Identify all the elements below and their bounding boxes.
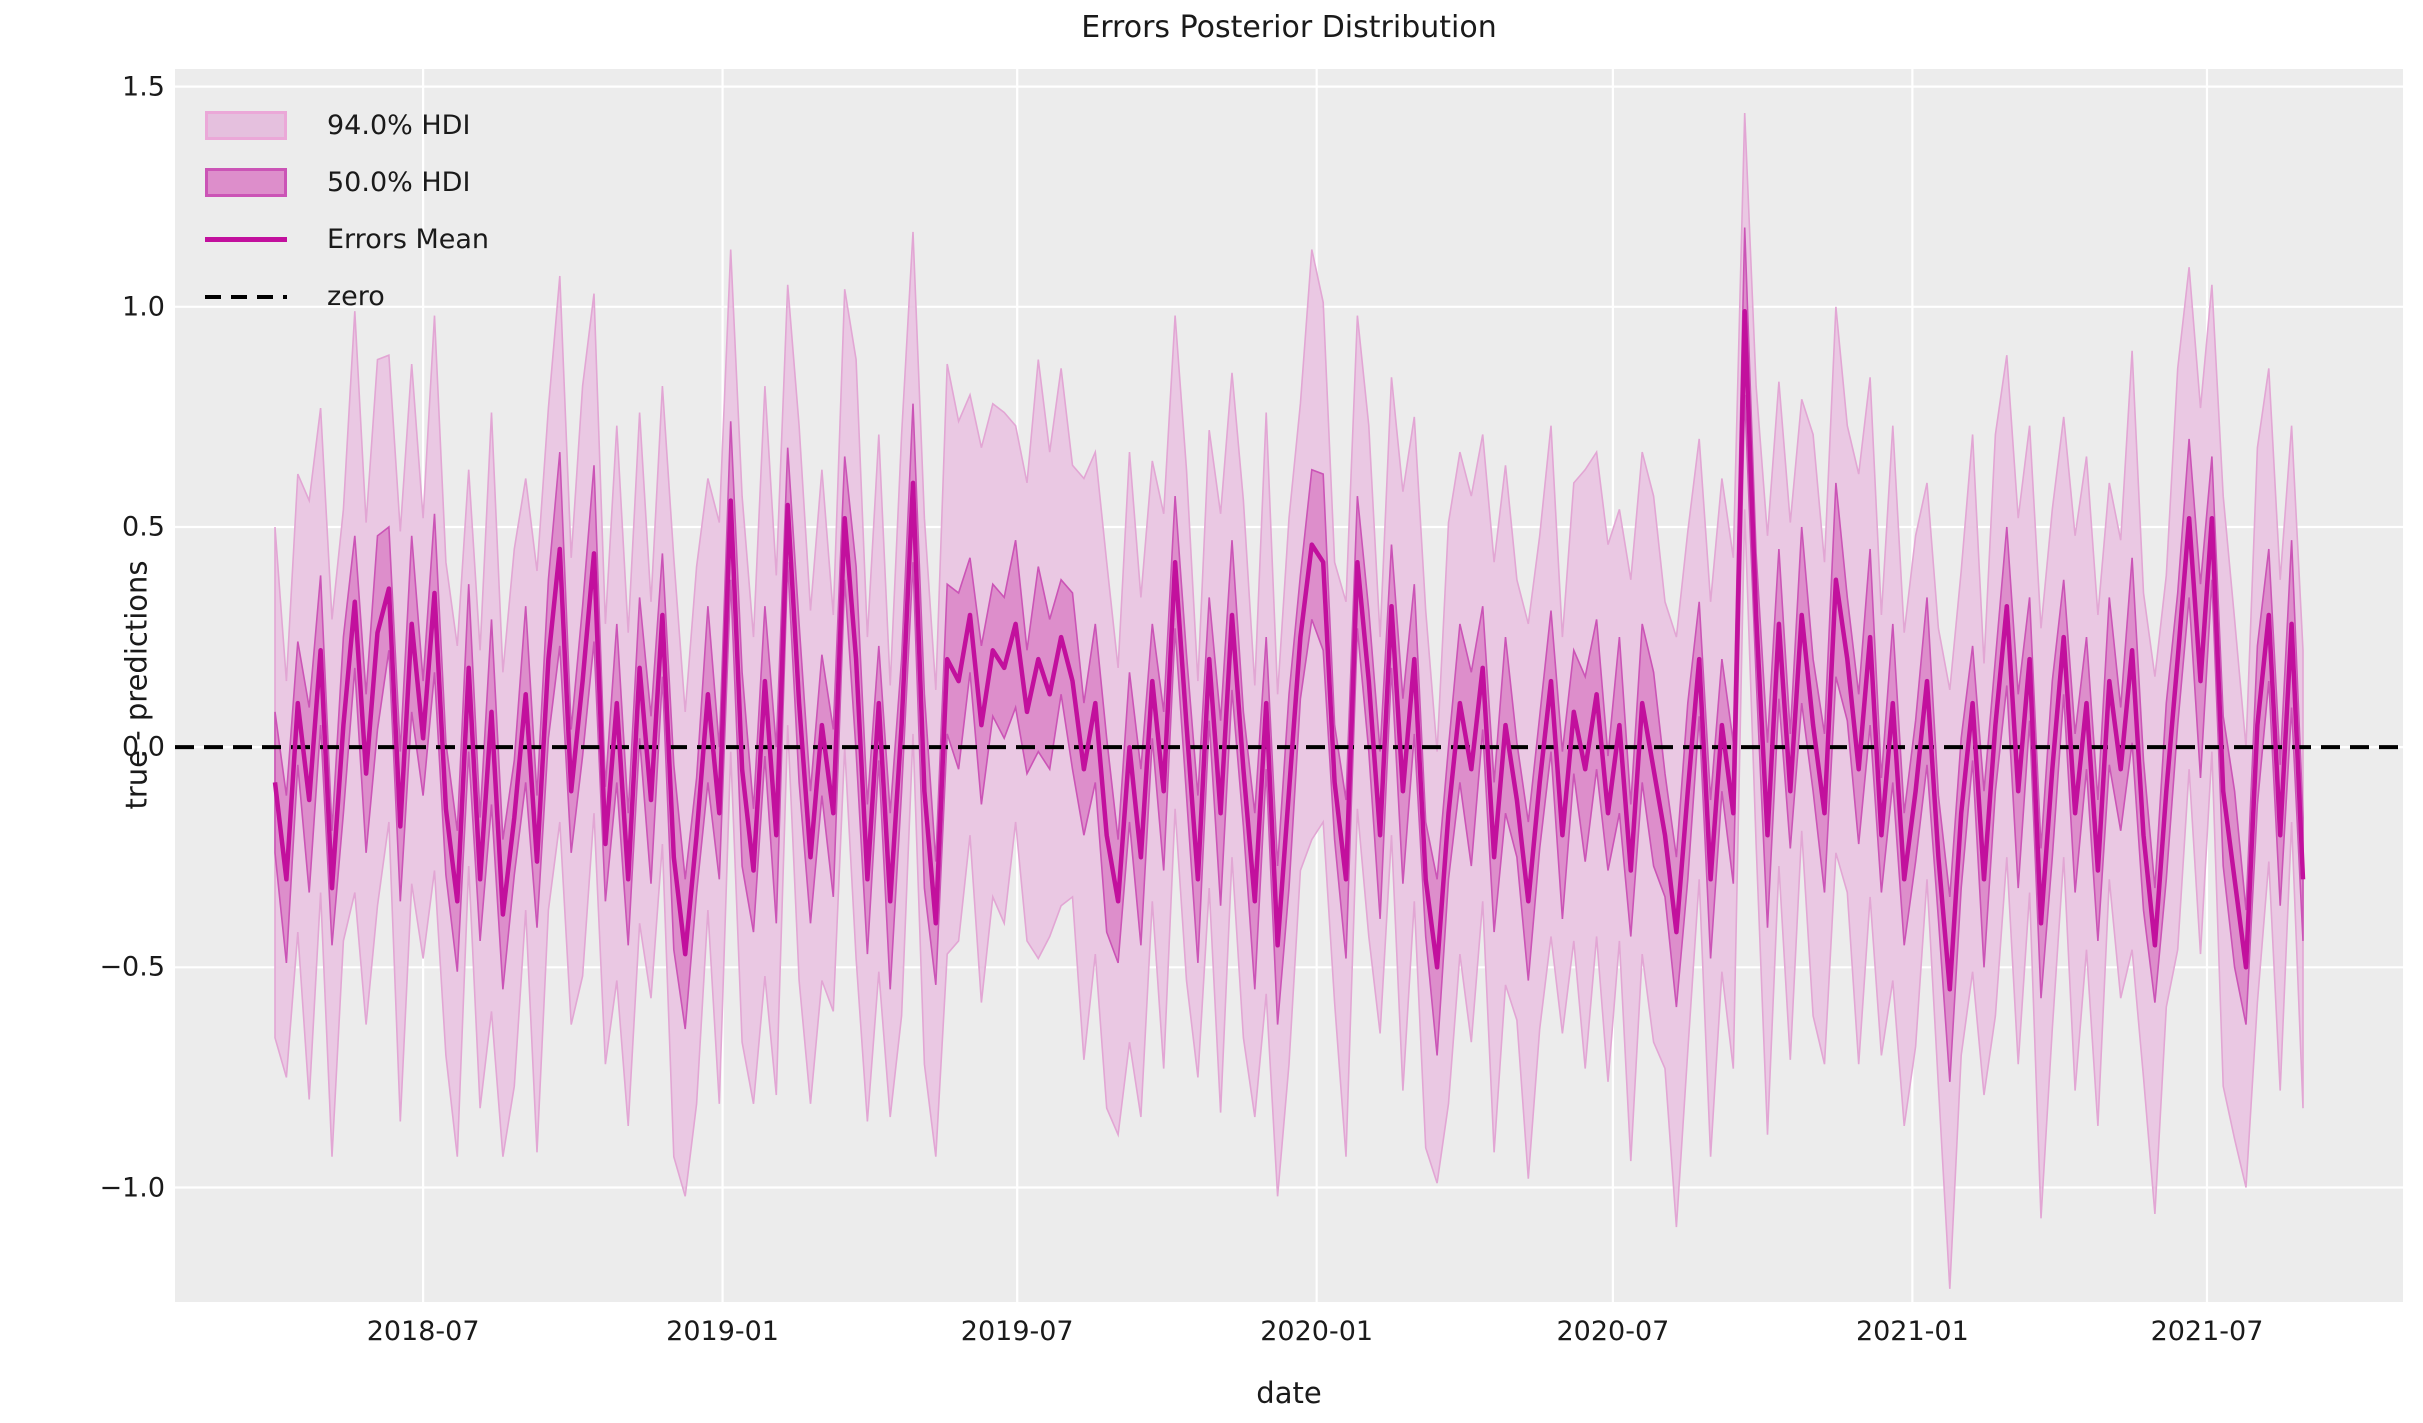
y-tick-label: 1.5 [122,71,165,103]
errors-mean-swatch [205,237,287,242]
y-tick-label: 1.0 [122,291,165,323]
legend-label: zero [327,281,385,312]
hdi-50-band [274,227,2304,1082]
y-axis-label: true - predictions [119,560,154,810]
legend: 94.0% HDI 50.0% HDI Errors Mean zero [205,97,489,325]
x-tick-label: 2019-01 [666,1316,779,1347]
legend-item-zero: zero [205,268,489,325]
legend-item-mean: Errors Mean [205,211,489,268]
legend-label: 50.0% HDI [327,167,471,198]
legend-label: Errors Mean [327,224,490,255]
chart-title: Errors Posterior Distribution [1081,10,1497,45]
zero-line-swatch [205,294,287,299]
x-tick-label: 2021-01 [1855,1316,1969,1347]
errors-mean-line [272,308,2306,992]
plot-area [175,69,2403,1302]
y-tick-label: −1.0 [99,1172,165,1203]
legend-item-hdi94: 94.0% HDI [205,97,489,154]
y-tick-label: −0.5 [99,951,165,983]
x-tick-label: 2020-01 [1260,1316,1374,1347]
x-tick-label: 2020-07 [1556,1316,1670,1347]
hdi-50-swatch [205,168,287,197]
legend-label: 94.0% HDI [327,110,471,141]
legend-item-hdi50: 50.0% HDI [205,154,489,211]
chart-canvas [175,69,2403,1302]
x-axis-label: date [1256,1376,1322,1410]
x-tick-label: 2019-07 [960,1316,1074,1347]
y-tick-label: 0.0 [122,731,165,763]
x-tick-label: 2018-07 [366,1316,480,1347]
hdi-94-swatch [205,111,287,140]
y-tick-label: 0.5 [122,511,165,543]
x-tick-label: 2021-07 [2150,1316,2264,1347]
